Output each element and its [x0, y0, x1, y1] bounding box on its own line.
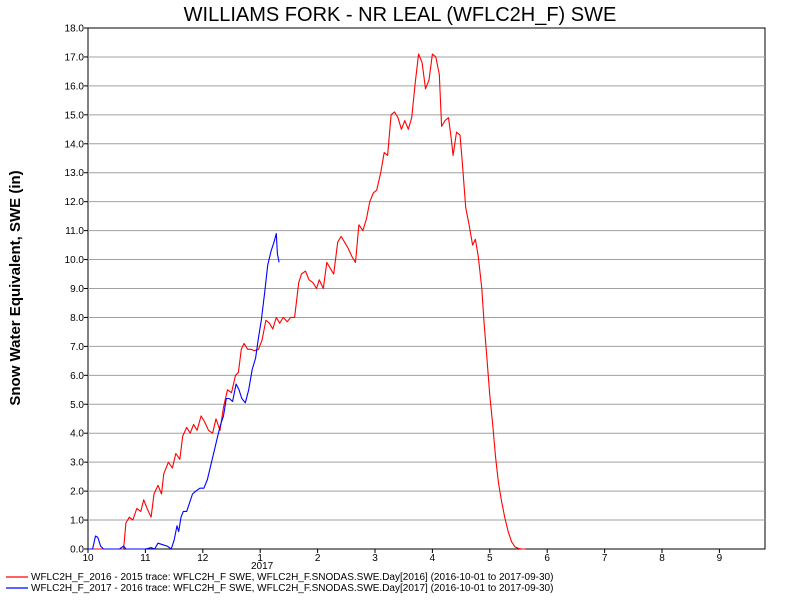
x-tick-label: 5 — [487, 553, 493, 564]
y-axis-label: Snow Water Equivalent, SWE (in) — [7, 170, 24, 405]
y-tick-label: 14.0 — [65, 139, 85, 150]
series-lines — [88, 53, 526, 550]
x-tick-label: 12 — [197, 553, 209, 564]
y-tick-label: 15.0 — [65, 110, 85, 121]
chart-title: WILLIAMS FORK - NR LEAL (WFLC2H_F) SWE — [184, 4, 617, 26]
y-tick-label: 16.0 — [65, 81, 85, 92]
series-line-2 — [88, 232, 280, 550]
x-tick-label: 9 — [717, 553, 723, 564]
y-tick-label: 0.0 — [70, 545, 84, 556]
legend: WFLC2H_F_2016 - 2015 trace: WFLC2H_F SWE… — [6, 572, 553, 594]
x-tick-label: 6 — [544, 553, 550, 564]
x-year-label: 2017 — [251, 561, 274, 572]
y-tick-label: 2.0 — [70, 487, 84, 498]
y-tick-label: 10.0 — [65, 255, 85, 266]
x-tick-label: 8 — [659, 553, 665, 564]
y-tick-label: 12.0 — [65, 197, 85, 208]
y-tick-label: 17.0 — [65, 52, 85, 63]
x-tick-label: 1 — [257, 553, 263, 564]
y-tick-label: 13.0 — [65, 168, 85, 179]
y-tick-label: 9.0 — [70, 284, 84, 295]
x-axis-ticks: 10 11 12 1 2 3 4 5 6 7 8 9 — [82, 549, 723, 564]
y-tick-label: 11.0 — [65, 226, 84, 237]
y-tick-label: 6.0 — [70, 371, 84, 382]
x-tick-label: 10 — [82, 553, 94, 564]
y-tick-label: 8.0 — [70, 313, 84, 324]
x-tick-label: 4 — [430, 553, 436, 564]
y-tick-label: 5.0 — [70, 400, 84, 411]
x-tick-label: 7 — [602, 553, 608, 564]
y-axis-ticks: 0.0 1.0 2.0 3.0 4.0 5.0 6.0 7.0 8.0 9.0 10.0 11.0 12… — [65, 24, 88, 556]
legend-label-1: WFLC2H_F_2016 - 2015 trace: WFLC2H_F SWE… — [31, 572, 553, 583]
y-tick-label: 7.0 — [70, 342, 84, 353]
series-line-1 — [88, 53, 526, 550]
gridlines — [88, 56, 765, 521]
x-tick-label: 2 — [315, 553, 321, 564]
x-tick-label: 3 — [372, 553, 378, 564]
y-tick-label: 3.0 — [70, 458, 84, 469]
y-tick-label: 4.0 — [70, 429, 84, 440]
y-tick-label: 1.0 — [70, 516, 84, 527]
y-tick-label: 18.0 — [65, 24, 85, 35]
x-tick-label: 11 — [140, 553, 151, 564]
legend-label-2: WFLC2H_F_2017 - 2016 trace: WFLC2H_F SWE… — [31, 583, 553, 594]
